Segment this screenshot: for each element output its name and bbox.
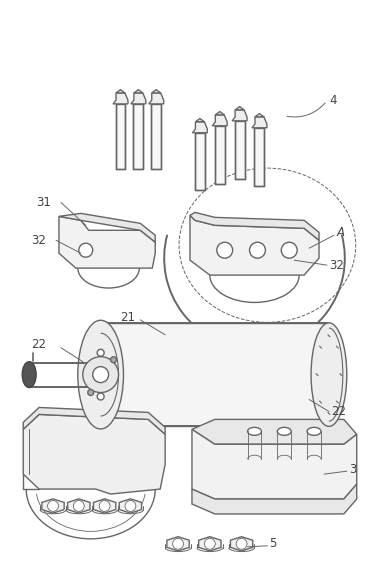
Polygon shape [131, 93, 146, 104]
Circle shape [97, 349, 104, 356]
Polygon shape [59, 214, 155, 242]
Polygon shape [151, 104, 161, 168]
Polygon shape [193, 122, 207, 133]
Polygon shape [215, 126, 225, 184]
Polygon shape [113, 93, 128, 104]
Circle shape [47, 501, 58, 511]
Text: 22: 22 [31, 338, 46, 351]
Text: 22: 22 [331, 405, 346, 418]
Polygon shape [134, 90, 143, 93]
Circle shape [93, 367, 108, 383]
Text: 5: 5 [269, 537, 277, 550]
Ellipse shape [278, 427, 291, 436]
Circle shape [79, 243, 93, 257]
Polygon shape [212, 115, 227, 126]
Circle shape [83, 357, 119, 393]
Polygon shape [196, 119, 204, 122]
Polygon shape [23, 407, 165, 434]
Circle shape [73, 501, 84, 511]
Polygon shape [152, 90, 161, 93]
Polygon shape [195, 133, 205, 191]
Circle shape [217, 242, 233, 258]
Polygon shape [234, 121, 245, 178]
Circle shape [88, 390, 94, 396]
Polygon shape [116, 104, 125, 168]
Polygon shape [232, 110, 247, 121]
Ellipse shape [78, 321, 123, 429]
Polygon shape [230, 537, 253, 551]
Polygon shape [134, 104, 143, 168]
Polygon shape [254, 128, 264, 185]
Text: 32: 32 [329, 259, 344, 272]
Polygon shape [190, 215, 319, 275]
Polygon shape [149, 93, 164, 104]
Ellipse shape [311, 323, 347, 426]
Circle shape [125, 501, 136, 511]
Polygon shape [192, 429, 357, 499]
Circle shape [111, 357, 117, 363]
Circle shape [249, 242, 266, 258]
Ellipse shape [248, 427, 261, 436]
Text: A: A [337, 226, 345, 239]
Polygon shape [116, 90, 125, 93]
Polygon shape [68, 499, 90, 513]
Polygon shape [167, 537, 189, 551]
Polygon shape [235, 107, 244, 110]
Polygon shape [59, 217, 155, 268]
Polygon shape [94, 499, 116, 513]
Polygon shape [192, 419, 357, 444]
Circle shape [236, 538, 247, 549]
Text: 32: 32 [31, 234, 46, 247]
Circle shape [205, 538, 215, 549]
Ellipse shape [307, 427, 321, 436]
Polygon shape [101, 323, 329, 426]
Circle shape [173, 538, 184, 549]
Circle shape [97, 393, 104, 400]
Circle shape [281, 242, 297, 258]
Text: 3: 3 [349, 463, 356, 475]
Circle shape [99, 501, 110, 511]
Polygon shape [215, 112, 224, 115]
Polygon shape [192, 484, 357, 514]
Polygon shape [190, 212, 319, 240]
Polygon shape [199, 537, 221, 551]
Polygon shape [252, 117, 267, 128]
Text: 4: 4 [329, 95, 337, 107]
Polygon shape [42, 499, 64, 513]
Text: 21: 21 [120, 311, 135, 325]
Polygon shape [23, 414, 165, 494]
Ellipse shape [22, 362, 36, 387]
Text: 31: 31 [36, 196, 51, 209]
Polygon shape [255, 113, 264, 117]
Polygon shape [119, 499, 142, 513]
